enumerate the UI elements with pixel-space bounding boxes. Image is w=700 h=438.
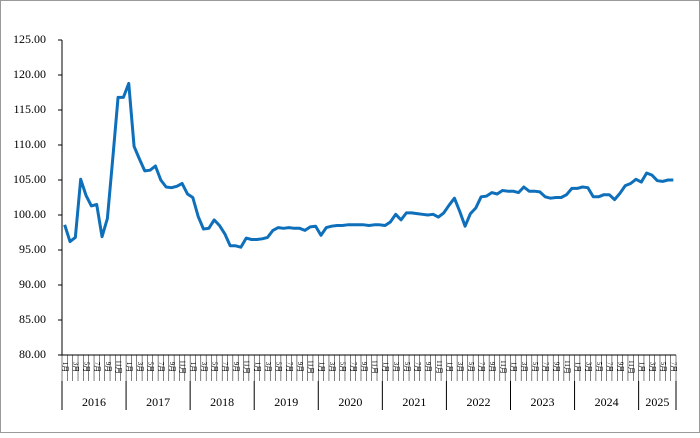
x-tick-label: 7月 (157, 362, 165, 373)
year-label: 2017 (146, 395, 170, 409)
x-tick-label: 7月 (542, 362, 550, 373)
x-tick-label: 3月 (648, 362, 656, 373)
x-tick-label: 7月 (349, 362, 357, 373)
x-tick-label: 3月 (392, 362, 400, 373)
x-tick-label: 5月 (531, 362, 539, 373)
x-tick-label: 7月 (413, 362, 421, 373)
x-tick-label: 1月 (317, 362, 325, 373)
x-tick-label: 5月 (211, 362, 219, 373)
x-tick-label: 3月 (328, 362, 336, 373)
x-tick-label: 3月 (72, 362, 80, 373)
year-label: 2016 (82, 395, 106, 409)
x-tick-label: 5月 (275, 362, 283, 373)
y-tick-label: 90.00 (19, 277, 46, 291)
year-label: 2020 (338, 395, 362, 409)
x-tick-label: 11月 (307, 360, 315, 374)
x-tick-label: 9月 (488, 362, 496, 373)
x-tick-label: 1月 (445, 362, 453, 373)
x-tick-label: 5月 (146, 362, 154, 373)
y-tick-label: 105.00 (13, 172, 46, 186)
x-tick-label: 5月 (403, 362, 411, 373)
year-label: 2023 (531, 395, 555, 409)
x-tick-label: 1月 (381, 362, 389, 373)
x-tick-label: 3月 (456, 362, 464, 373)
year-label: 2021 (402, 395, 426, 409)
x-tick-label: 7月 (93, 362, 101, 373)
x-tick-label: 7月 (670, 362, 678, 373)
x-tick-label: 1月 (510, 362, 518, 373)
year-label: 2018 (210, 395, 234, 409)
x-tick-label: 1月 (253, 362, 261, 373)
x-tick-label: 1月 (574, 362, 582, 373)
x-tick-label: 7月 (478, 362, 486, 373)
x-tick-label: 7月 (606, 362, 614, 373)
x-tick-label: 9月 (616, 362, 624, 373)
x-tick-label: 1月 (61, 362, 69, 373)
x-tick-label: 1月 (638, 362, 646, 373)
x-tick-label: 5月 (595, 362, 603, 373)
x-tick-label: 5月 (467, 362, 475, 373)
year-label: 2025 (645, 395, 669, 409)
y-tick-label: 85.00 (19, 312, 46, 326)
x-tick-label: 7月 (221, 362, 229, 373)
x-tick-label: 3月 (520, 362, 528, 373)
x-tick-label: 11月 (563, 360, 571, 374)
x-tick-label: 9月 (232, 362, 240, 373)
x-tick-label: 11月 (114, 360, 122, 374)
y-tick-label: 80.00 (19, 347, 46, 361)
x-tick-label: 11月 (243, 360, 251, 374)
year-label: 2022 (466, 395, 490, 409)
x-tick-label: 3月 (136, 362, 144, 373)
y-tick-label: 120.00 (13, 67, 46, 81)
x-tick-label: 3月 (200, 362, 208, 373)
year-label: 2019 (274, 395, 298, 409)
x-tick-label: 5月 (82, 362, 90, 373)
x-tick-label: 9月 (296, 362, 304, 373)
y-tick-label: 110.00 (13, 137, 46, 151)
y-tick-label: 95.00 (19, 242, 46, 256)
x-tick-label: 11月 (371, 360, 379, 374)
x-tick-label: 3月 (584, 362, 592, 373)
x-tick-label: 5月 (339, 362, 347, 373)
x-tick-label: 11月 (499, 360, 507, 374)
x-tick-label: 9月 (360, 362, 368, 373)
x-tick-label: 11月 (435, 360, 443, 374)
x-tick-label: 1月 (189, 362, 197, 373)
x-tick-label: 9月 (168, 362, 176, 373)
x-tick-label: 3月 (264, 362, 272, 373)
x-tick-label: 9月 (552, 362, 560, 373)
x-tick-label: 7月 (285, 362, 293, 373)
x-tick-label: 11月 (179, 360, 187, 374)
x-tick-label: 9月 (424, 362, 432, 373)
year-label: 2024 (595, 395, 619, 409)
y-tick-label: 115.00 (13, 102, 46, 116)
y-tick-label: 100.00 (13, 207, 46, 221)
x-tick-label: 9月 (104, 362, 112, 373)
x-tick-label: 5月 (659, 362, 667, 373)
y-tick-label: 125.00 (13, 32, 46, 46)
x-tick-label: 1月 (125, 362, 133, 373)
line (63, 81, 674, 249)
x-tick-label: 11月 (627, 360, 635, 374)
